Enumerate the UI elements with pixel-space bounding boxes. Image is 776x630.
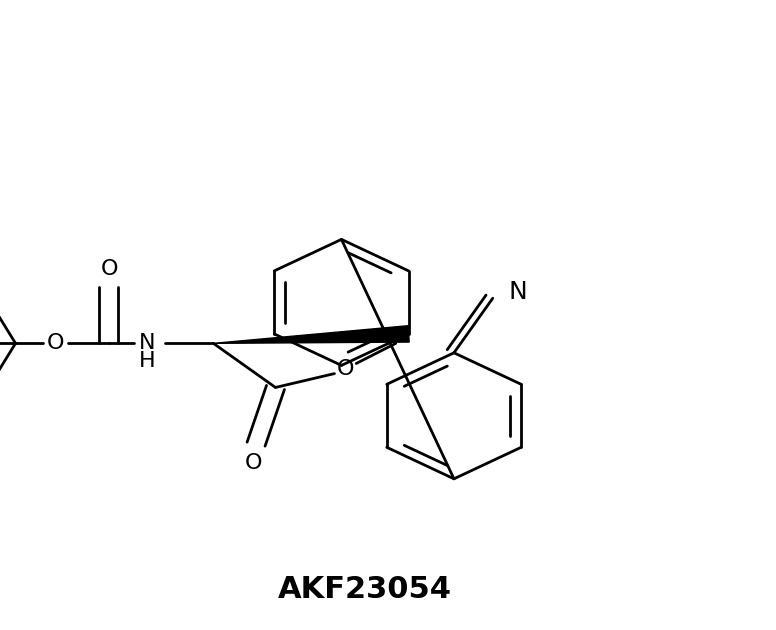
- Text: N: N: [509, 280, 528, 304]
- Text: O: O: [337, 358, 354, 379]
- Text: O: O: [47, 333, 64, 353]
- Polygon shape: [213, 326, 409, 343]
- Text: N: N: [139, 333, 156, 353]
- Text: AKF23054: AKF23054: [278, 575, 452, 604]
- Text: O: O: [101, 259, 118, 279]
- Text: H: H: [139, 351, 156, 371]
- Text: O: O: [245, 453, 262, 473]
